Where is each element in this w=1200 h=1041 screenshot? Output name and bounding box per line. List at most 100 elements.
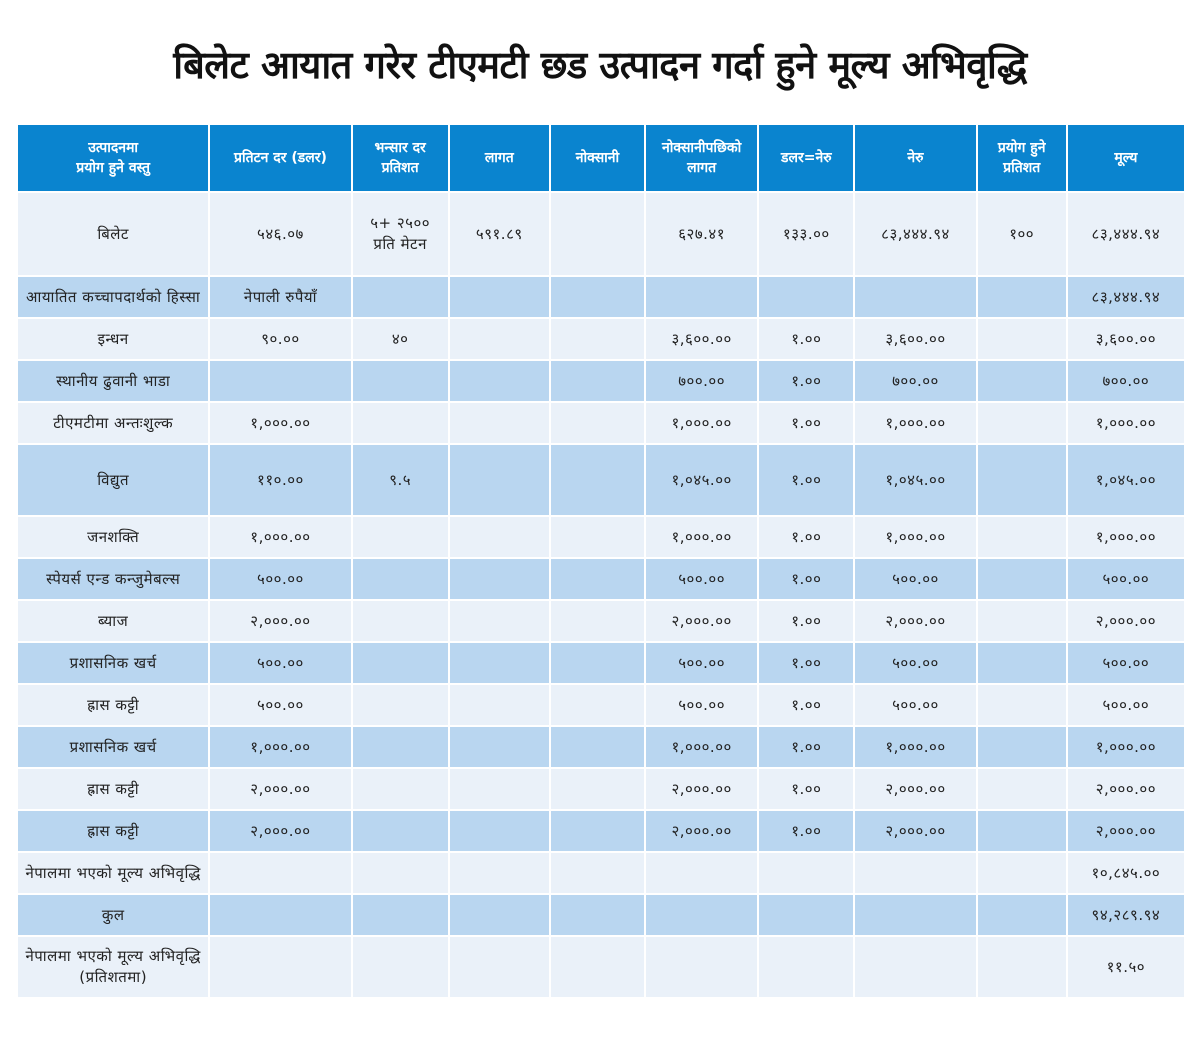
table-header: उत्पादनमा प्रयोग हुने वस्तु प्रतिटन दर (डल… [18, 125, 1184, 191]
table-cell: ५४६.०७ [210, 193, 351, 275]
table-cell: १३३.०० [759, 193, 854, 275]
table-cell: १.०० [759, 643, 854, 683]
table-cell [449, 445, 549, 515]
table-cell [352, 937, 448, 997]
table-row: इन्धन ९०.०० ४० ३,६००.०० १.०० ३,६००.०० ३,६००.०० [18, 319, 1184, 359]
table-cell [977, 601, 1066, 641]
table-cell: २,०००.०० [210, 811, 351, 851]
table-cell [352, 853, 448, 893]
table-cell: १.०० [759, 445, 854, 515]
table-row: नेपालमा भएको मूल्य अभिवृद्धि १०,८४५.०० [18, 853, 1184, 893]
table-cell: ५००.०० [1067, 559, 1184, 599]
table-cell [855, 853, 976, 893]
table-cell: ७००.०० [855, 361, 976, 401]
table-cell: २,०००.०० [1067, 811, 1184, 851]
table-cell [449, 319, 549, 359]
row-label: आयातित कच्चापदार्थको हिस्सा [18, 277, 209, 317]
table-body: बिलेट ५४६.०७ ५+ २५०० प्रति मेटन ५९१.८९ ६२७.४१… [18, 193, 1184, 997]
header-row: उत्पादनमा प्रयोग हुने वस्तु प्रतिटन दर (डल… [18, 125, 1184, 191]
table-cell: १,०४५.०० [855, 445, 976, 515]
table-row: टीएमटीमा अन्तःशुल्क १,०००.०० १,०००.०० १.०० १… [18, 403, 1184, 443]
row-label: विद्युत [18, 445, 209, 515]
table-cell [646, 853, 758, 893]
table-cell: ५००.०० [646, 643, 758, 683]
table-cell [977, 685, 1066, 725]
table-cell: ८३,४४४.९४ [1067, 277, 1184, 317]
table-cell: १,०००.०० [855, 727, 976, 767]
row-label: ब्याज [18, 601, 209, 641]
table-cell: ५००.०० [855, 643, 976, 683]
table-cell [550, 517, 645, 557]
table-cell: ५+ २५०० प्रति मेटन [352, 193, 448, 275]
table-cell: १०० [977, 193, 1066, 275]
table-cell: १,०४५.०० [646, 445, 758, 515]
row-label: नेपालमा भएको मूल्य अभिवृद्धि [18, 853, 209, 893]
table-cell [646, 937, 758, 997]
table-cell [449, 937, 549, 997]
table-cell [977, 445, 1066, 515]
table-cell [550, 727, 645, 767]
table-cell: ५००.०० [1067, 643, 1184, 683]
table-cell: १.०० [759, 559, 854, 599]
table-cell: १,०००.०० [1067, 517, 1184, 557]
table-cell [449, 727, 549, 767]
table-row: कुल ९४,२८९.९४ [18, 895, 1184, 935]
table-row: आयातित कच्चापदार्थको हिस्सा नेपाली रुपैया… [18, 277, 1184, 317]
table-cell [550, 685, 645, 725]
table-cell [449, 643, 549, 683]
table-cell [977, 361, 1066, 401]
table-cell [550, 895, 645, 935]
table-row: ह्रास कट्टी ५००.०० ५००.०० १.०० ५००.०० ५००.०० [18, 685, 1184, 725]
column-header: नेरु [855, 125, 976, 191]
table-cell: १.०० [759, 517, 854, 557]
table-cell: ७००.०० [646, 361, 758, 401]
table-cell: ८३,४४४.९४ [855, 193, 976, 275]
table-cell [352, 403, 448, 443]
table-cell [646, 895, 758, 935]
table-cell: १,०००.०० [855, 403, 976, 443]
table-row: ब्याज २,०००.०० २,०००.०० १.०० २,०००.०० २,०००.०… [18, 601, 1184, 641]
table-cell [352, 643, 448, 683]
table-cell [550, 937, 645, 997]
table-cell [855, 895, 976, 935]
table-cell: नेपाली रुपैयाँ [210, 277, 351, 317]
table-cell [550, 319, 645, 359]
table-cell: ११०.०० [210, 445, 351, 515]
table-cell: १.०० [759, 769, 854, 809]
column-header: प्रयोग हुने प्रतिशत [977, 125, 1066, 191]
column-header: भन्सार दर प्रतिशत [352, 125, 448, 191]
table-cell: ५००.०० [646, 685, 758, 725]
table-cell: २,०००.०० [210, 769, 351, 809]
row-label: नेपालमा भएको मूल्य अभिवृद्धि (प्रतिशतमा) [18, 937, 209, 997]
table-row: प्रशासनिक खर्च १,०००.०० १,०००.०० १.०० १,०००.… [18, 727, 1184, 767]
row-label: प्रशासनिक खर्च [18, 727, 209, 767]
table-cell [449, 361, 549, 401]
table-row: स्थानीय ढुवानी भाडा ७००.०० १.०० ७००.०० ७००.०… [18, 361, 1184, 401]
table-cell: ५००.०० [1067, 685, 1184, 725]
table-cell [977, 559, 1066, 599]
row-label: प्रशासनिक खर्च [18, 643, 209, 683]
column-header: नोक्सानीपछिको लागत [646, 125, 758, 191]
table-cell [977, 643, 1066, 683]
value-addition-table: उत्पादनमा प्रयोग हुने वस्तु प्रतिटन दर (डल… [16, 123, 1186, 999]
table-cell [449, 853, 549, 893]
table-cell [352, 769, 448, 809]
table-row: ह्रास कट्टी २,०००.०० २,०००.०० १.०० २,०००.०० २… [18, 769, 1184, 809]
table-cell: ५९१.८९ [449, 193, 549, 275]
table-cell [210, 895, 351, 935]
table-cell [449, 685, 549, 725]
row-label: इन्धन [18, 319, 209, 359]
table-cell [550, 601, 645, 641]
row-label: टीएमटीमा अन्तःशुल्क [18, 403, 209, 443]
column-header: प्रतिटन दर (डलर) [210, 125, 351, 191]
table-cell: १.०० [759, 811, 854, 851]
table-cell [977, 727, 1066, 767]
table-cell: ५००.०० [210, 685, 351, 725]
table-cell [550, 853, 645, 893]
table-cell [352, 361, 448, 401]
table-cell: १.०० [759, 601, 854, 641]
table-cell [759, 277, 854, 317]
table-cell: २,०००.०० [646, 769, 758, 809]
table-cell [210, 361, 351, 401]
table-cell [759, 937, 854, 997]
